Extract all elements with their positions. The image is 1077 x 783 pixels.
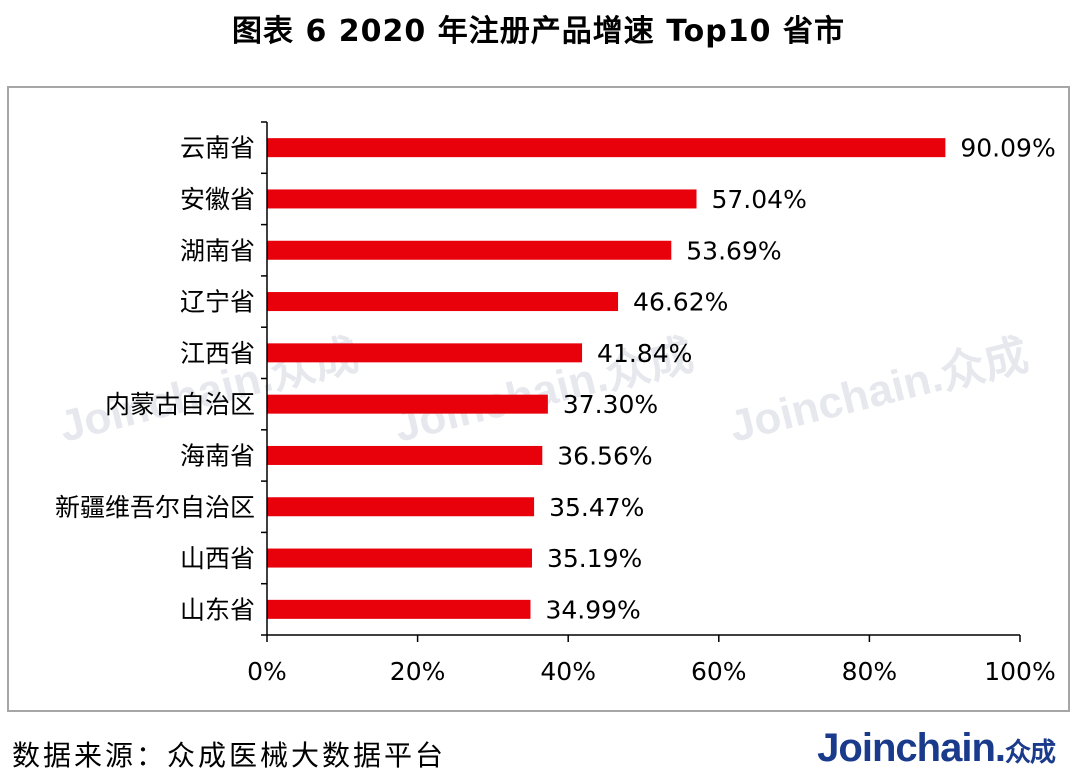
x-tick-label: 100% xyxy=(984,657,1055,686)
x-tick-label: 60% xyxy=(691,657,747,686)
category-label: 辽宁省 xyxy=(180,288,255,317)
bar xyxy=(267,445,543,465)
bar xyxy=(267,240,672,260)
data-label: 41.84% xyxy=(597,339,692,368)
bar xyxy=(267,292,619,312)
brand-logo: Joinchain.众成 xyxy=(817,726,1056,771)
bar xyxy=(267,548,532,568)
category-label: 海南省 xyxy=(180,441,255,470)
data-label: 53.69% xyxy=(686,236,781,265)
category-label: 湖南省 xyxy=(180,236,255,265)
watermark-text: Joinchain.众成 xyxy=(725,330,1033,451)
bar xyxy=(267,394,548,414)
data-label: 57.04% xyxy=(712,185,807,214)
bar xyxy=(267,599,531,619)
category-label: 新疆维吾尔自治区 xyxy=(55,493,255,522)
data-label: 90.09% xyxy=(960,134,1055,163)
x-tick-label: 40% xyxy=(540,657,596,686)
category-label: 安徽省 xyxy=(180,185,255,214)
data-label: 36.56% xyxy=(557,441,652,470)
chart-title: 图表 6 2020 年注册产品增速 Top10 省市 xyxy=(232,14,845,49)
x-tick-label: 0% xyxy=(247,657,287,686)
category-label: 山西省 xyxy=(180,544,255,573)
chart-frame: Joinchain.众成 Joinchain.众成 Joinchain.众成 云南省 9… xyxy=(7,86,1070,712)
bar xyxy=(267,189,697,209)
data-label: 35.19% xyxy=(547,544,642,573)
data-label: 34.99% xyxy=(545,595,640,624)
bar xyxy=(267,497,535,517)
x-tick-label: 20% xyxy=(390,657,446,686)
bar xyxy=(267,343,583,363)
brand-logo-main: Joinchain. xyxy=(817,726,1006,770)
x-tick-label: 80% xyxy=(842,657,898,686)
category-label: 内蒙古自治区 xyxy=(105,390,255,419)
bar xyxy=(267,138,946,158)
category-label: 山东省 xyxy=(180,595,255,624)
category-label: 江西省 xyxy=(180,339,255,368)
category-label: 云南省 xyxy=(180,134,255,163)
brand-logo-sub: 众成 xyxy=(1004,738,1056,768)
data-source: 数据来源：众成医械大数据平台 xyxy=(12,739,447,772)
data-label: 35.47% xyxy=(549,493,644,522)
data-label: 37.30% xyxy=(563,390,658,419)
data-label: 46.62% xyxy=(633,288,728,317)
